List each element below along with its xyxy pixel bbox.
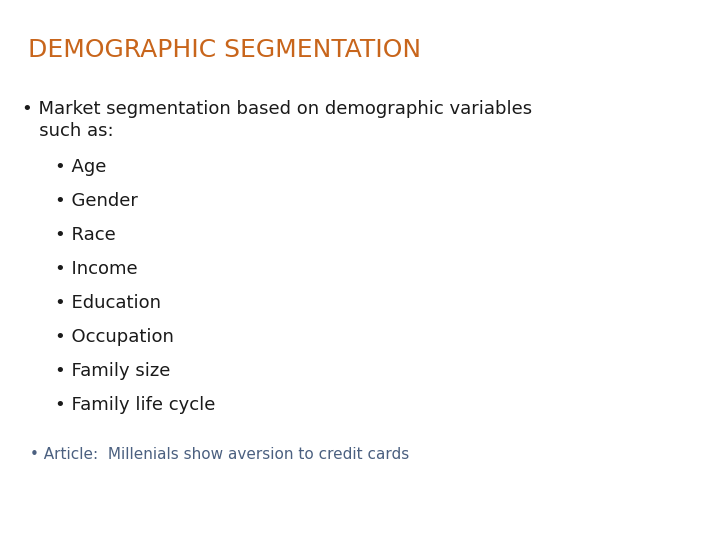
Text: • Age: • Age bbox=[55, 158, 107, 176]
Text: • Family life cycle: • Family life cycle bbox=[55, 396, 215, 414]
Text: • Income: • Income bbox=[55, 260, 138, 278]
Text: • Market segmentation based on demographic variables: • Market segmentation based on demograph… bbox=[22, 100, 532, 118]
Text: • Education: • Education bbox=[55, 294, 161, 312]
Text: DEMOGRAPHIC SEGMENTATION: DEMOGRAPHIC SEGMENTATION bbox=[28, 38, 421, 62]
Text: • Article:  Millenials show aversion to credit cards: • Article: Millenials show aversion to c… bbox=[30, 447, 409, 462]
Text: • Race: • Race bbox=[55, 226, 116, 244]
Text: • Gender: • Gender bbox=[55, 192, 138, 210]
Text: • Occupation: • Occupation bbox=[55, 328, 174, 346]
Text: • Family size: • Family size bbox=[55, 362, 171, 380]
Text: such as:: such as: bbox=[22, 122, 114, 140]
